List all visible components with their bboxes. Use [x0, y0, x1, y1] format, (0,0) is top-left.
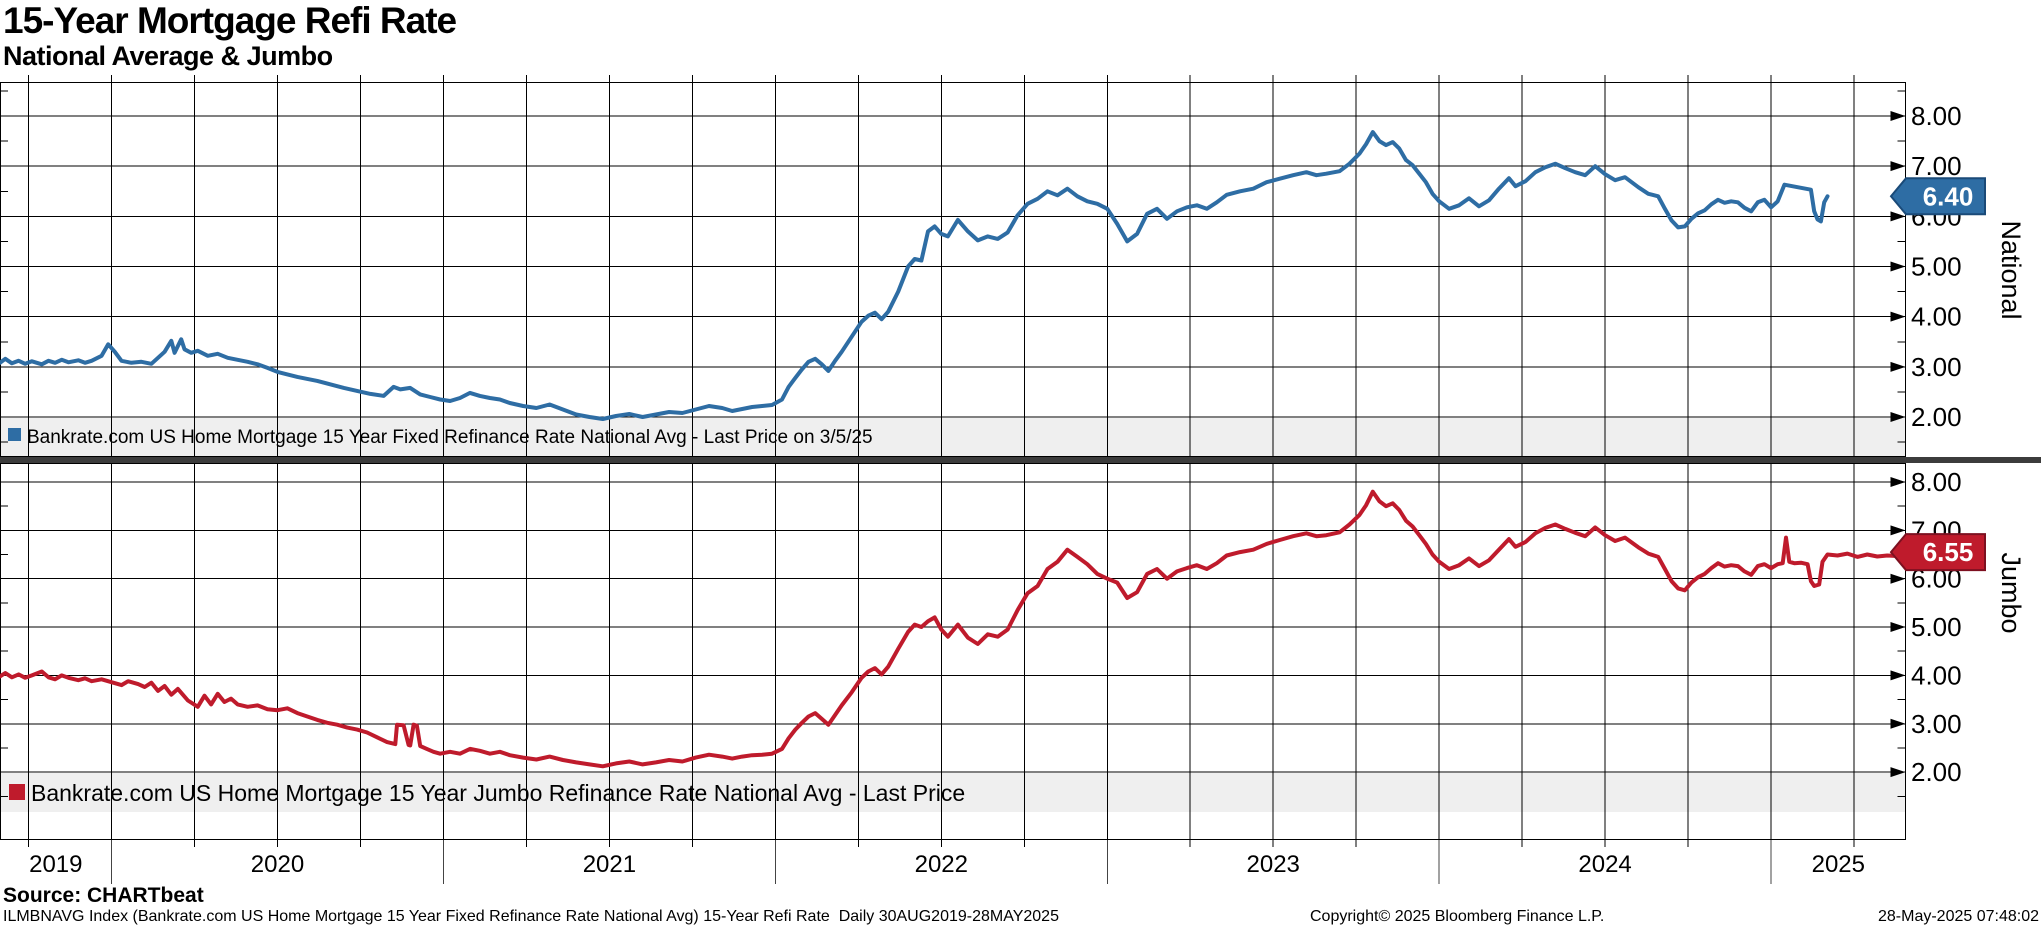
source-label: Source: CHARTbeat — [3, 884, 204, 907]
page-subtitle: National Average & Jumbo — [3, 41, 333, 71]
national-ytick-label: 5.00 — [1911, 252, 1962, 282]
jumbo-ytick-label: 2.00 — [1911, 757, 1962, 787]
year-label-2025[interactable]: 2025 — [1812, 851, 1865, 878]
timestamp-label: 28-May-2025 07:48:02 — [1878, 908, 2039, 925]
year-label-2022[interactable]: 2022 — [915, 851, 968, 878]
top-legend-item[interactable]: Bankrate.com US Home Mortgage 15 Year Fi… — [8, 427, 873, 448]
national-panel-frame — [0, 82, 1906, 457]
gridline-arrowhead-icon — [1890, 525, 1906, 536]
year-label-2020[interactable]: 2020 — [251, 851, 304, 878]
jumbo-ytick-label: 5.00 — [1911, 612, 1962, 642]
bottom-legend-item[interactable]: Bankrate.com US Home Mortgage 15 Year Ju… — [9, 780, 965, 806]
top-legend-label: Bankrate.com US Home Mortgage 15 Year Fi… — [27, 427, 873, 448]
jumbo-last-price-label: 6.55 — [1923, 537, 1974, 567]
gridline-arrowhead-icon — [1890, 161, 1906, 172]
jumbo-last-price-tag — [1889, 533, 1986, 572]
national-last-price-label: 6.40 — [1923, 181, 1974, 211]
legend-strips — [0, 418, 1906, 812]
gridline-arrowhead-icon — [1890, 311, 1906, 322]
national-last-price-tag — [1889, 177, 1986, 216]
gridline-arrowhead-icon — [1890, 622, 1906, 633]
year-label-2024[interactable]: 2024 — [1578, 851, 1631, 878]
national-series-line[interactable] — [0, 130, 1830, 421]
legends: Bankrate.com US Home Mortgage 15 Year Fi… — [8, 220, 2026, 806]
bottom-legend-strip — [0, 773, 1906, 812]
national-ytick-label: 8.00 — [1911, 101, 1962, 131]
panel-separator[interactable] — [0, 457, 2041, 463]
bottom-axis-title: Jumbo — [1996, 552, 2026, 633]
national-ytick-label: 2.00 — [1911, 402, 1962, 432]
index-description: ILMBNAVG Index (Bankrate.com US Home Mor… — [3, 908, 1059, 925]
bottom-legend-label: Bankrate.com US Home Mortgage 15 Year Ju… — [31, 780, 965, 806]
gridline-arrowhead-icon — [1890, 573, 1906, 584]
jumbo-ytick-label: 4.00 — [1911, 660, 1962, 690]
national-ytick-label: 3.00 — [1911, 352, 1962, 382]
gridline-arrowhead-icon — [1890, 412, 1906, 423]
gridline-arrowhead-icon — [1890, 767, 1906, 778]
gridline-arrowhead-icon — [1890, 361, 1906, 372]
jumbo-series-line[interactable] — [0, 489, 1908, 769]
jumbo-ytick-label: 3.00 — [1911, 709, 1962, 739]
jumbo-panel-frame — [0, 463, 1906, 840]
national-ytick-label: 4.00 — [1911, 302, 1962, 332]
gridline-arrowhead-icon — [1890, 718, 1906, 729]
jumbo-legend-marker-icon — [9, 784, 25, 800]
year-label-2021[interactable]: 2021 — [583, 851, 636, 878]
gridline-arrowhead-icon — [1890, 211, 1906, 222]
top-legend-strip — [0, 418, 1906, 457]
jumbo-ytick-label: 8.00 — [1911, 467, 1962, 497]
gridline-arrowhead-icon — [1890, 261, 1906, 272]
year-label-2023[interactable]: 2023 — [1247, 851, 1300, 878]
gridline-arrowhead-icon — [1890, 477, 1906, 487]
national-legend-marker-icon — [8, 428, 21, 441]
year-label-2019[interactable]: 2019 — [29, 851, 82, 878]
page-title: 15-Year Mortgage Refi Rate — [3, 0, 457, 41]
gridline-arrowhead-icon — [1890, 670, 1906, 681]
copyright-label: Copyright© 2025 Bloomberg Finance L.P. — [1310, 908, 1605, 925]
national-ytick-label: 7.00 — [1911, 151, 1962, 181]
gridline-arrowhead-icon — [1890, 111, 1906, 121]
top-axis-title: National — [1996, 220, 2026, 319]
